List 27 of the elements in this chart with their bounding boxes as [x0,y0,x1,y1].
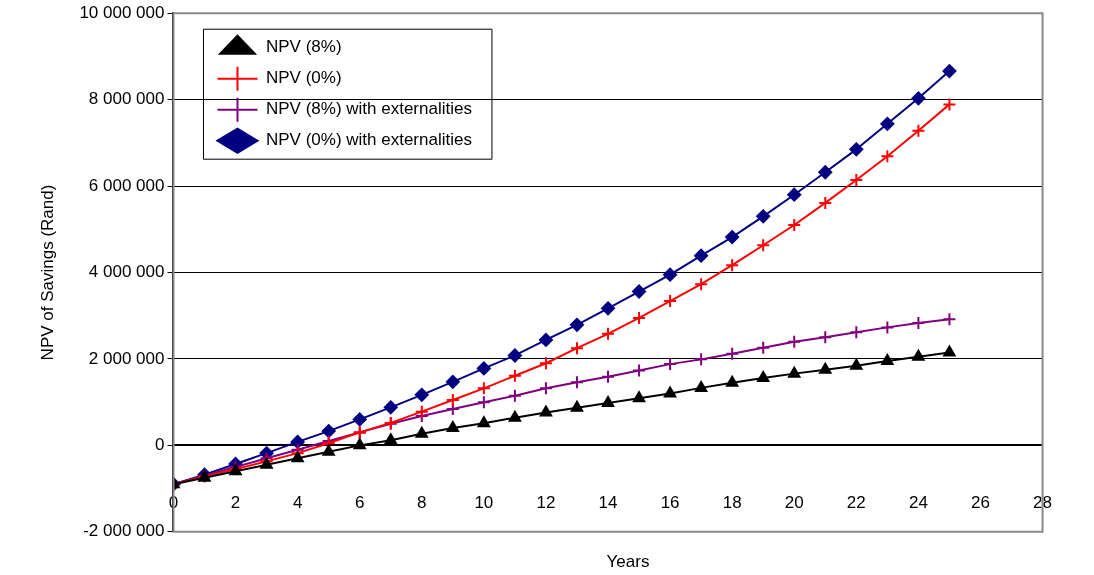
legend-label: NPV (8%) with externalities [265,99,472,119]
y-tick-label: 2 000 000 [88,348,165,368]
x-tick-label: 18 [722,493,742,513]
x-tick-label: 24 [908,493,928,513]
y-tick-label: 0 [155,435,165,455]
x-tick-label: 26 [971,493,990,513]
x-tick-label: 16 [660,493,680,513]
x-tick-label: 2 [230,493,241,513]
legend-label: NPV (0%) [265,68,342,88]
x-tick-label: 20 [784,493,804,513]
x-tick-label: 4 [292,493,303,513]
legend-label: NPV (8%) [265,37,342,57]
x-tick-label: 8 [417,493,427,513]
x-tick-label: 6 [354,493,365,513]
x-tick-label: 10 [474,493,494,513]
y-tick-label: 4 000 000 [88,262,165,282]
y-tick-label: 10 000 000 [79,2,165,22]
x-tick-label: 22 [846,493,866,513]
x-tick-label: 28 [1033,493,1053,513]
y-tick-label: 6 000 000 [88,175,165,195]
legend-label: NPV (0%) with externalities [265,130,472,150]
x-tick-label: 12 [536,493,556,513]
x-tick-label: 14 [598,493,618,513]
y-tick-label: 8 000 000 [88,89,165,109]
y-tick-label: -2 000 000 [83,521,165,541]
y-axis-title: NPV of Savings (Rand) [37,184,57,361]
x-axis-title: Years [605,552,651,572]
